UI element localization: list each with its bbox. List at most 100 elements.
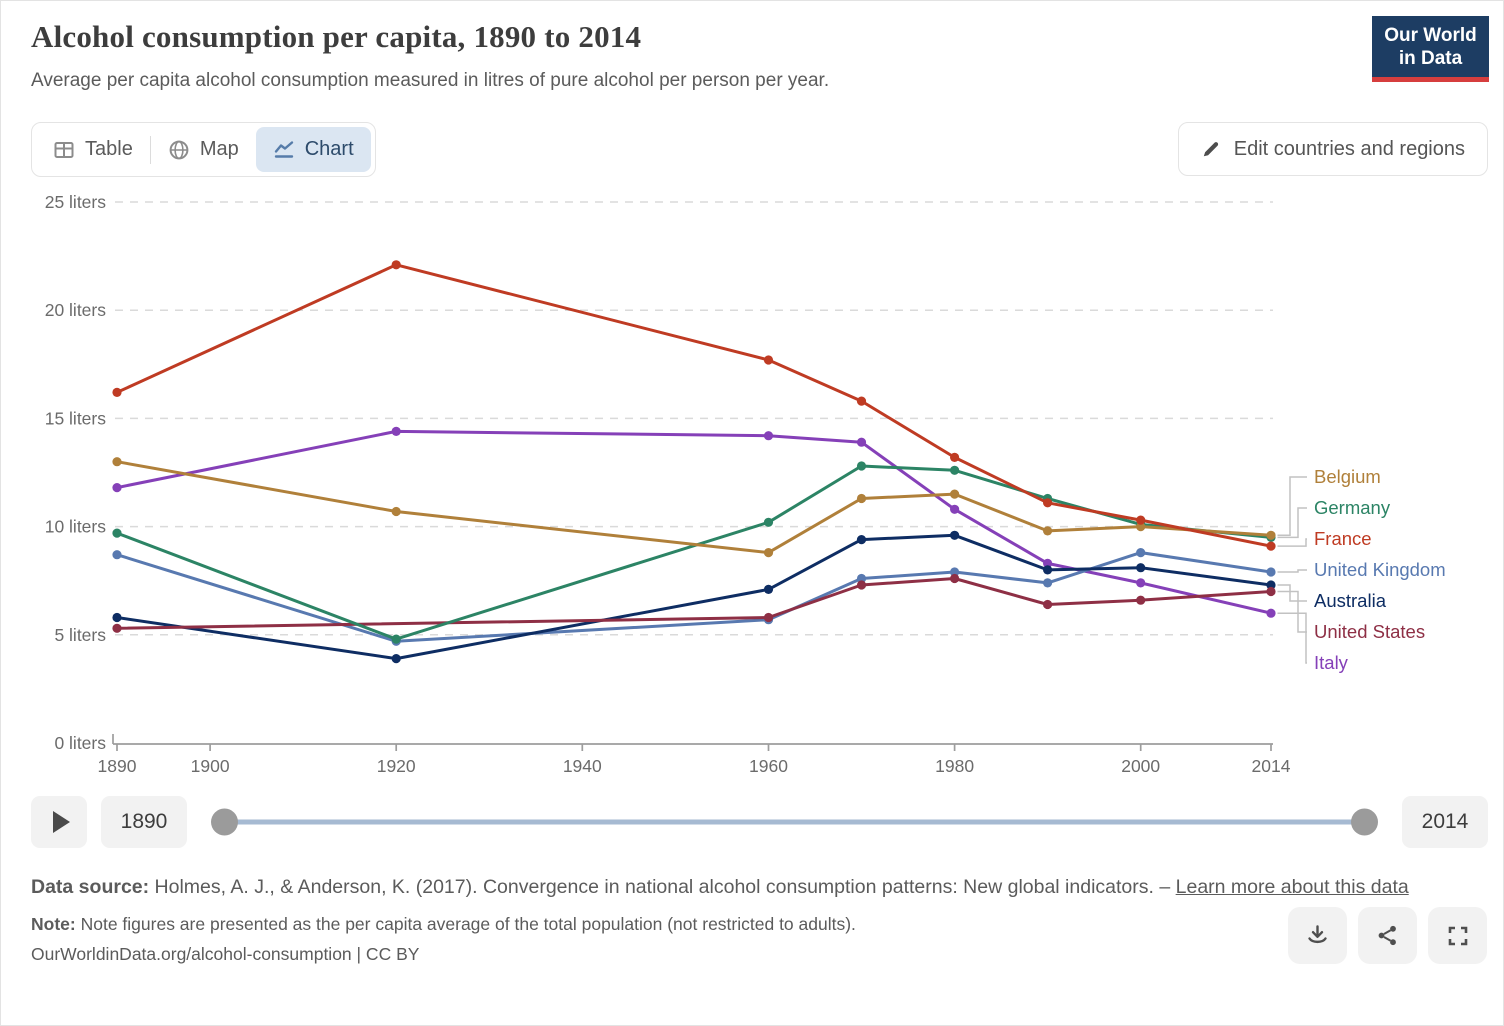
series-point-italy-1980[interactable]	[950, 504, 960, 514]
series-line-france[interactable]	[116, 263, 1272, 548]
series-point-united-states-2000[interactable]	[1136, 595, 1146, 605]
legend-label-belgium[interactable]: Belgium	[1314, 466, 1381, 487]
series-point-italy-1970[interactable]	[856, 437, 867, 447]
series-point-italy-1890[interactable]	[112, 483, 122, 493]
tab-table[interactable]: Table	[36, 127, 150, 172]
chart-plot-area[interactable]	[117, 202, 1271, 743]
learn-more-link[interactable]: Learn more about this data	[1175, 876, 1409, 898]
legend-connector-france	[1277, 538, 1307, 547]
series-point-france-1960[interactable]	[763, 355, 774, 365]
line-chart: 0 liters 5 liters 10 liters 15 liters 20 lit…	[45, 192, 1446, 776]
series-point-france-1890[interactable]	[112, 387, 122, 397]
series-line-germany[interactable]	[116, 464, 1272, 641]
timeline-controls: 1890 2014	[31, 796, 1488, 848]
timeline-end-year[interactable]: 2014	[1402, 796, 1488, 848]
legend-label-australia[interactable]: Australia	[1314, 590, 1387, 611]
series-point-france-1990[interactable]	[1043, 498, 1053, 508]
legend-label-united-kingdom[interactable]: United Kingdom	[1314, 559, 1446, 580]
series-point-australia-2000[interactable]	[1136, 563, 1146, 573]
x-axis-label-1960: 1960	[749, 756, 788, 776]
series-point-germany-1970[interactable]	[856, 461, 867, 471]
play-icon	[53, 811, 70, 833]
series-point-united-kingdom-2000[interactable]	[1136, 548, 1146, 558]
series-point-united-kingdom-1980[interactable]	[950, 567, 960, 577]
timeline-handle-end[interactable]	[1351, 808, 1378, 836]
series-point-united-states-1990[interactable]	[1043, 599, 1053, 610]
series-point-australia-1980[interactable]	[950, 530, 960, 540]
timeline-slider[interactable]	[211, 796, 1378, 848]
series-point-france-2014[interactable]	[1266, 541, 1276, 551]
share-button[interactable]	[1358, 907, 1417, 964]
series-point-france-1920[interactable]	[391, 260, 401, 270]
pencil-icon	[1203, 142, 1218, 157]
tab-map-label: Map	[199, 138, 239, 160]
legend-connector-united-kingdom	[1277, 569, 1307, 573]
series-point-italy-1960[interactable]	[763, 431, 774, 441]
citation-line: OurWorldinData.org/alcohol-consumption |…	[31, 944, 420, 964]
legend-label-germany[interactable]: Germany	[1314, 497, 1391, 518]
data-source-line: Data source: Holmes, A. J., & Anderson, …	[31, 873, 1486, 901]
logo-line-2: in Data	[1398, 48, 1463, 69]
download-button[interactable]	[1288, 907, 1347, 964]
series-point-australia-1920[interactable]	[391, 654, 401, 664]
series-point-italy-2014[interactable]	[1266, 608, 1276, 618]
series-point-united-states-1890[interactable]	[112, 623, 122, 633]
timeline-start-year[interactable]: 1890	[101, 796, 187, 848]
tab-map[interactable]: Map	[151, 127, 256, 172]
series-point-australia-1990[interactable]	[1043, 565, 1053, 575]
series-point-united-kingdom-1890[interactable]	[112, 550, 122, 560]
note-block: Note: Note figures are presented as the …	[31, 912, 856, 965]
series-point-belgium-1990[interactable]	[1043, 526, 1053, 536]
series-point-australia-1960[interactable]	[763, 584, 774, 595]
series-point-belgium-2000[interactable]	[1136, 522, 1146, 532]
play-button[interactable]	[31, 796, 87, 848]
series-point-germany-1920[interactable]	[391, 634, 401, 644]
series-line-united-kingdom[interactable]	[116, 551, 1272, 643]
series-point-australia-2014[interactable]	[1266, 580, 1276, 590]
series-point-belgium-1980[interactable]	[950, 489, 960, 499]
owid-logo[interactable]: Our World in Data	[1372, 16, 1489, 82]
series-line-australia[interactable]	[116, 533, 1272, 661]
x-axis-label-2014: 2014	[1252, 756, 1291, 776]
series-point-italy-1990[interactable]	[1043, 558, 1053, 569]
series-point-australia-1970[interactable]	[856, 535, 867, 545]
legend-label-france[interactable]: France	[1314, 528, 1372, 549]
series-point-belgium-1920[interactable]	[391, 506, 401, 517]
download-icon	[1308, 925, 1327, 944]
series-point-france-2000[interactable]	[1136, 515, 1146, 525]
legend-connector-belgium	[1277, 476, 1307, 537]
series-point-germany-1960[interactable]	[763, 517, 774, 527]
legend-label-italy[interactable]: Italy	[1314, 652, 1349, 673]
y-axis-label-5: 5 liters	[54, 625, 106, 645]
series-point-united-kingdom-1970[interactable]	[856, 573, 867, 584]
series-point-belgium-1960[interactable]	[763, 548, 774, 558]
series-point-united-kingdom-2014[interactable]	[1266, 567, 1276, 577]
data-source-separator: –	[1159, 876, 1171, 898]
series-point-australia-1890[interactable]	[112, 612, 122, 623]
series-line-italy[interactable]	[116, 429, 1272, 615]
series-point-united-states-2014[interactable]	[1266, 586, 1276, 597]
series-point-united-kingdom-1990[interactable]	[1043, 578, 1053, 588]
y-axis-label-20: 20 liters	[45, 300, 107, 320]
series-point-italy-2000[interactable]	[1136, 578, 1146, 588]
edit-countries-button[interactable]: Edit countries and regions	[1177, 122, 1488, 176]
tab-chart[interactable]: Chart	[255, 127, 371, 172]
series-point-germany-1980[interactable]	[950, 465, 960, 475]
series-point-united-states-1980[interactable]	[950, 573, 960, 584]
legend-label-united-states[interactable]: United States	[1314, 621, 1425, 642]
series-point-italy-1920[interactable]	[391, 426, 401, 436]
fullscreen-button[interactable]	[1428, 907, 1487, 964]
series-line-belgium[interactable]	[116, 460, 1272, 555]
timeline-handle-start[interactable]	[211, 808, 238, 836]
series-point-france-1980[interactable]	[950, 452, 960, 462]
edit-countries-label: Edit countries and regions	[1233, 137, 1465, 160]
series-point-belgium-1970[interactable]	[856, 493, 867, 504]
series-point-france-1970[interactable]	[856, 396, 867, 406]
series-point-belgium-1890[interactable]	[112, 457, 122, 467]
timeline-track[interactable]	[224, 819, 1365, 825]
series-point-united-states-1960[interactable]	[763, 612, 774, 623]
series-point-united-states-1970[interactable]	[856, 580, 867, 590]
series-point-germany-1890[interactable]	[112, 528, 122, 538]
series-point-belgium-2014[interactable]	[1266, 530, 1276, 540]
